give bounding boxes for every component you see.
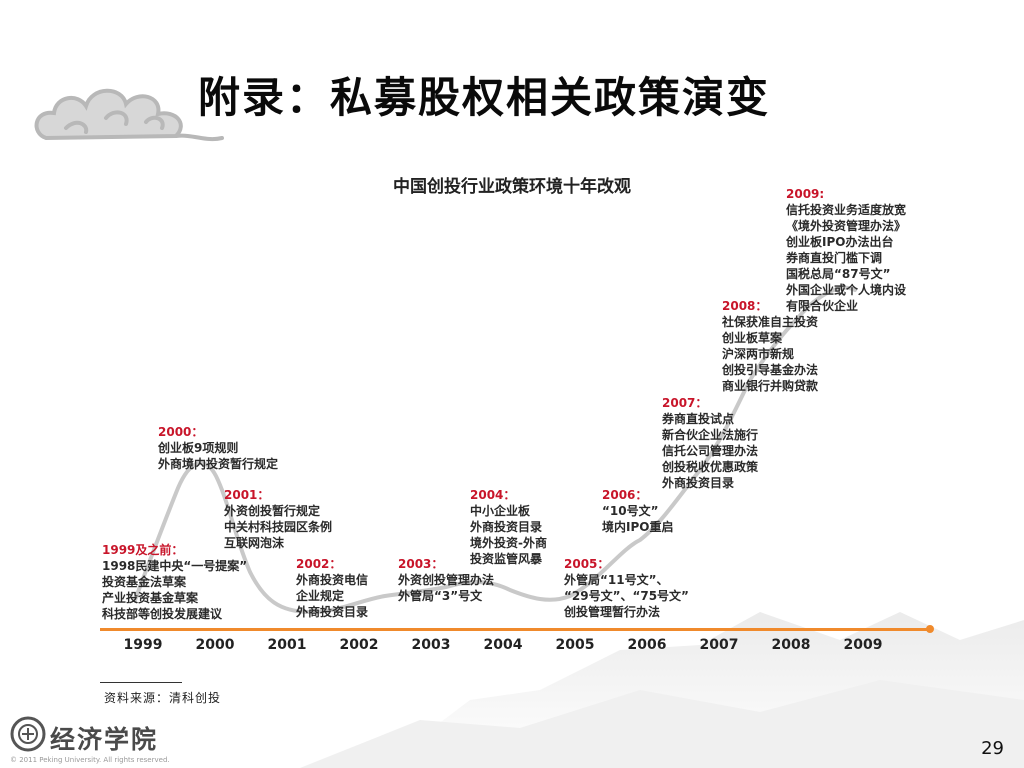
event-item: 外商境内投资暂行规定 xyxy=(158,457,279,471)
event-year: 2001： xyxy=(224,488,270,502)
axis-year-label: 2001 xyxy=(267,637,307,653)
axis-year-label: 1999 xyxy=(123,637,163,653)
event-item: 外商投资目录 xyxy=(296,605,369,619)
event-2000: 2000： 创业板9项规则 外商境内投资暂行规定 xyxy=(158,424,278,472)
event-year: 1999及之前： xyxy=(102,543,184,557)
event-1999: 1999及之前： 1998民建中央“一号提案” 投资基金法草案 产业投资基金草案… xyxy=(102,542,247,622)
chart-title: 中国创投行业政策环境十年改观 xyxy=(393,177,631,197)
source-divider xyxy=(100,682,182,683)
event-item: 境内IPO重启 xyxy=(602,520,674,534)
event-year: 2006： xyxy=(602,488,648,502)
event-year: 2008： xyxy=(722,299,768,313)
event-item: 新合伙企业法施行 xyxy=(662,428,759,442)
event-year: 2002： xyxy=(296,557,342,571)
event-item: 创投税收优惠政策 xyxy=(662,460,759,474)
axis-year-label: 2008 xyxy=(771,637,811,653)
event-item: 投资基金法草案 xyxy=(102,575,187,589)
event-item: 创业板9项规则 xyxy=(158,441,239,455)
event-2005: 2005： 外管局“11号文”、 “29号文”、“75号文” 创投管理暂行办法 xyxy=(564,556,689,620)
event-item: 券商直投试点 xyxy=(662,412,735,426)
event-2008: 2008： 社保获准自主投资 创业板草案 沪深两市新规 创投引导基金办法 商业银… xyxy=(722,298,818,394)
timeline-axis-end-dot xyxy=(926,625,934,633)
page-number: 29 xyxy=(981,738,1004,759)
event-2009: 2009: 信托投资业务适度放宽 《境外投资管理办法》 创业板IPO办法出台 券… xyxy=(786,186,906,314)
event-item: 外管局“3”号文 xyxy=(398,589,483,603)
event-item: 互联网泡沫 xyxy=(224,536,285,550)
event-item: 社保获准自主投资 xyxy=(722,315,819,329)
event-item: 企业规定 xyxy=(296,589,345,603)
event-year: 2000： xyxy=(158,425,204,439)
event-item: 外资创投暂行规定 xyxy=(224,504,321,518)
event-item: 沪深两市新规 xyxy=(722,347,795,361)
event-2003: 2003： 外资创投管理办法 外管局“3”号文 xyxy=(398,556,494,604)
axis-year-label: 2002 xyxy=(339,637,379,653)
event-year: 2005： xyxy=(564,557,610,571)
slide-title: 附录：私募股权相关政策演变 xyxy=(198,73,771,122)
event-item: 创业板IPO办法出台 xyxy=(786,235,894,249)
event-item: 境外投资-外商 xyxy=(470,536,547,550)
university-emblem-icon xyxy=(10,716,46,752)
event-year: 2003： xyxy=(398,557,444,571)
source-note: 资料来源：清科创投 xyxy=(104,691,222,705)
event-item: 信托公司管理办法 xyxy=(662,444,759,458)
event-item: 外管局“11号文”、 xyxy=(564,573,669,587)
axis-year-label: 2005 xyxy=(555,637,595,653)
event-item: “10号文” xyxy=(602,504,659,518)
axis-year-label: 2003 xyxy=(411,637,451,653)
event-item: 创业板草案 xyxy=(722,331,783,345)
event-2006: 2006： “10号文” 境内IPO重启 xyxy=(602,487,673,535)
event-item: 创投管理暂行办法 xyxy=(564,605,661,619)
event-item: 投资监管风暴 xyxy=(470,552,543,566)
event-item: 信托投资业务适度放宽 xyxy=(786,203,907,217)
event-item: 外商投资电信 xyxy=(296,573,369,587)
school-logo-text: 经济学院 xyxy=(50,725,159,754)
axis-year-label: 2007 xyxy=(699,637,739,653)
copyright-text: © 2011 Peking University. All rights res… xyxy=(10,756,170,764)
event-item: 创投引导基金办法 xyxy=(722,363,819,377)
event-item: 科技部等创投发展建议 xyxy=(102,607,223,621)
event-item: 有限合伙企业 xyxy=(786,299,859,313)
event-item: 商业银行并购贷款 xyxy=(722,379,819,393)
event-item: 中关村科技园区条例 xyxy=(224,520,333,534)
event-item: 中小企业板 xyxy=(470,504,531,518)
event-year: 2004： xyxy=(470,488,516,502)
event-2007: 2007： 券商直投试点 新合伙企业法施行 信托公司管理办法 创投税收优惠政策 … xyxy=(662,395,758,491)
axis-year-label: 2000 xyxy=(195,637,235,653)
event-item: 外资创投管理办法 xyxy=(398,573,495,587)
axis-year-label: 2004 xyxy=(483,637,523,653)
event-item: 产业投资基金草案 xyxy=(102,591,199,605)
axis-year-label: 2009 xyxy=(843,637,883,653)
event-year: 2007： xyxy=(662,396,708,410)
timeline-axis xyxy=(100,628,932,631)
event-item: 国税总局“87号文” xyxy=(786,267,891,281)
axis-year-label: 2006 xyxy=(627,637,667,653)
event-2002: 2002： 外商投资电信 企业规定 外商投资目录 xyxy=(296,556,368,620)
event-item: 券商直投门槛下调 xyxy=(786,251,883,265)
event-item: 《境外投资管理办法》 xyxy=(786,219,907,233)
event-item: “29号文”、“75号文” xyxy=(564,589,689,603)
event-year: 2009: xyxy=(786,187,825,201)
event-item: 1998民建中央“一号提案” xyxy=(102,559,248,573)
event-2004: 2004： 中小企业板 外商投资目录 境外投资-外商 投资监管风暴 xyxy=(470,487,547,567)
event-item: 外商投资目录 xyxy=(470,520,543,534)
event-item: 外商投资目录 xyxy=(662,476,735,490)
cloud-decoration-icon xyxy=(34,88,224,142)
event-item: 外国企业或个人境内设 xyxy=(786,283,907,297)
event-2001: 2001： 外资创投暂行规定 中关村科技园区条例 互联网泡沫 xyxy=(224,487,332,551)
